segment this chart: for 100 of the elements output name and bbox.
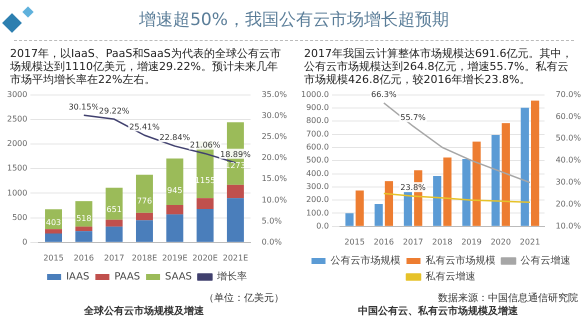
y-tick-label: 500 [12, 212, 28, 222]
y-tick-label: 1000 [7, 188, 28, 198]
y-tick-label: 700.0 [306, 129, 329, 138]
y-tick-label: 400.0 [306, 168, 329, 178]
x-tick-label: 2019 [461, 237, 482, 246]
legend-label: PAAS [114, 272, 140, 283]
x-tick-label: 2018E [132, 253, 158, 262]
y-tick-label: 800.0 [306, 116, 329, 126]
bar [196, 208, 214, 242]
chart-subtitle: 2017年，以IaaS、PaaS和SaaS为代表的全球公有云市场规模达到1110亿美元，增速29.22%。预计未来几年市场平均增长率在22%左右。 [9, 47, 282, 87]
y2-tick-label: 70.0% [556, 90, 582, 99]
legend-label: 私有云市场规模 [426, 254, 496, 267]
data-label: 22.84% [160, 133, 190, 142]
y2-tick-label: 5.0% [262, 216, 282, 226]
y-tick-label: 3000 [7, 90, 28, 99]
bar [443, 157, 452, 226]
legend-label: IAAS [66, 272, 90, 283]
data-label: 403 [46, 218, 62, 228]
y2-tick-label: 60.0% [556, 112, 582, 121]
data-label: 55.7% [400, 113, 426, 122]
text: （单位：亿美元） [204, 292, 285, 305]
data-label: 25.41% [129, 122, 160, 132]
y2-tick-label: 40.0% [556, 156, 582, 165]
y-tick-label: 600.0 [306, 142, 329, 152]
bar [136, 220, 153, 242]
bar [45, 234, 62, 242]
legend-label: 增长率 [216, 270, 247, 283]
bar [106, 220, 123, 227]
legend-label: 公有云市场规模 [330, 254, 400, 267]
data-label: 18.89% [220, 150, 252, 159]
data-label: 66.3% [371, 90, 397, 99]
text: 全球公有云市场规模及增速 [83, 305, 205, 318]
x-tick-label: 2019E [162, 253, 188, 262]
data-label: 29.22% [98, 106, 130, 116]
bar [345, 213, 354, 226]
bar [75, 226, 92, 232]
bar [502, 123, 510, 226]
bar [520, 108, 529, 226]
legend-label: 公有云增速 [520, 254, 570, 267]
y-tick-label: 2000 [7, 139, 28, 148]
bar [136, 212, 153, 220]
text: 中国公有云、私有云市场规模及增速 [357, 305, 519, 318]
y-tick-label: 100.0 [306, 208, 329, 218]
bar [374, 204, 383, 226]
source-note: 数据来源：中国信息通信研究院 [437, 292, 579, 305]
y2-tick-label: 25.0% [262, 132, 288, 142]
bar [106, 226, 123, 242]
data-label: 21.06% [190, 140, 221, 150]
bar [384, 181, 394, 226]
bar [106, 188, 123, 220]
y2-tick-label: 35.0% [262, 90, 288, 99]
x-tick-label: 2020 [490, 237, 511, 246]
x-tick-label: 2018 [432, 237, 452, 246]
legend-label: SAAS [165, 272, 192, 283]
y2-tick-label: 20.0% [556, 200, 582, 209]
data-label: 651 [106, 205, 122, 214]
bar [226, 198, 244, 242]
y-tick-label: 200.0 [306, 195, 329, 204]
bar [136, 174, 153, 213]
y2-tick-label: 10.0% [556, 221, 582, 230]
y2-tick-label: 0.0% [262, 237, 282, 246]
data-label: 23.8% [400, 183, 426, 192]
data-label: 945 [167, 186, 182, 196]
y2-tick-label: 15.0% [262, 174, 288, 184]
x-tick-label: 2016 [374, 237, 394, 246]
bar [75, 231, 92, 242]
y-tick-label: 1000.0 [300, 90, 329, 99]
x-tick-label: 2017 [104, 253, 124, 262]
y-tick-label: 900.0 [306, 103, 329, 112]
bar [530, 100, 540, 226]
y-tick-label: 2500 [7, 114, 28, 124]
chart-subtitle: 2017年我国云计算整体市场规模达691.6亿元。其中，公有云市场规模达到264.8亿元，增速55.7%。私有云市场规模426.8亿元，较2016年增长23.8%。 [303, 47, 574, 87]
bar [166, 205, 184, 214]
x-tick-label: 2015 [344, 237, 365, 246]
bar [196, 198, 214, 209]
bar [433, 176, 442, 226]
bar [226, 184, 244, 198]
bar [492, 134, 500, 226]
y2-tick-label: 20.0% [262, 153, 288, 162]
y2-tick-label: 30.0% [556, 178, 582, 187]
legend-label: 私有云增速 [426, 270, 476, 283]
x-tick-label: 2020E [192, 253, 218, 262]
y2-tick-label: 10.0% [262, 195, 288, 204]
y-tick-label: 300.0 [306, 182, 329, 191]
x-tick-label: 2016 [74, 253, 94, 262]
y-tick-label: 0 [22, 237, 28, 246]
bar [356, 190, 364, 226]
bar [45, 229, 62, 234]
data-label: 776 [136, 196, 152, 206]
bar [166, 214, 184, 242]
x-tick-label: 2021 [520, 237, 540, 246]
bar [462, 159, 470, 226]
x-tick-label: 2021E [222, 253, 248, 262]
data-label: 518 [76, 214, 92, 224]
bar [472, 142, 481, 226]
x-tick-label: 2017 [402, 237, 424, 246]
y-tick-label: 500.0 [306, 156, 329, 165]
bar [166, 158, 184, 206]
bar [404, 192, 412, 226]
y2-tick-label: 30.0% [262, 110, 288, 120]
